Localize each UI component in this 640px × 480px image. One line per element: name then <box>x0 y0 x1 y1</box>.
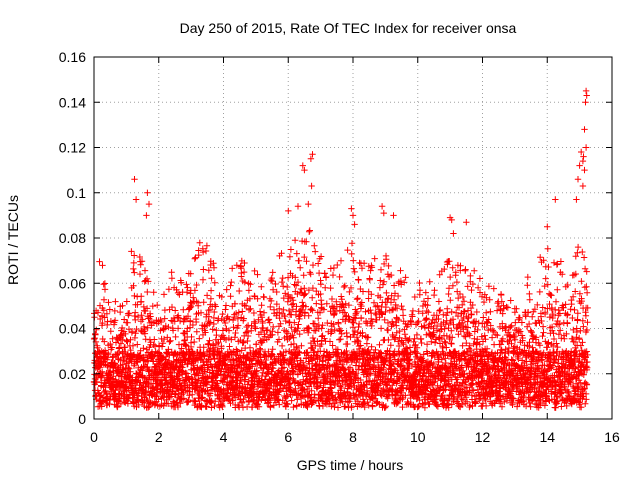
y-tick-label: 0.08 <box>59 230 86 246</box>
y-tick-label: 0 <box>78 411 86 427</box>
y-tick-label: 0.06 <box>59 275 86 291</box>
axis-ticks <box>93 56 613 420</box>
y-axis-label: ROTI / TECUs <box>5 195 21 285</box>
x-tick-label: 8 <box>349 429 357 445</box>
y-tick-label: 0.04 <box>59 321 86 337</box>
x-tick-label: 12 <box>475 429 491 445</box>
y-tick-label: 0.02 <box>59 366 86 382</box>
x-axis-label: GPS time / hours <box>297 457 404 473</box>
x-tick-label: 0 <box>90 429 98 445</box>
grid-lines <box>94 57 612 419</box>
x-tick-label: 14 <box>539 429 555 445</box>
y-tick-label: 0.14 <box>59 94 86 110</box>
y-tick-label: 0.12 <box>59 140 86 156</box>
x-tick-label: 2 <box>155 429 163 445</box>
y-tick-label: 0.1 <box>67 185 87 201</box>
x-tick-label: 16 <box>604 429 620 445</box>
x-tick-label: 6 <box>284 429 292 445</box>
x-tick-label: 4 <box>220 429 228 445</box>
axis-tick-labels: 0 2 4 6 8 10 12 14 16 0 0.02 0.04 0.06 0.08 0.1 0.12 0.1… <box>59 49 620 445</box>
x-tick-label: 10 <box>410 429 426 445</box>
chart-title: Day 250 of 2015, Rate Of TEC Index for r… <box>180 20 517 36</box>
y-tick-label: 0.16 <box>59 49 86 65</box>
